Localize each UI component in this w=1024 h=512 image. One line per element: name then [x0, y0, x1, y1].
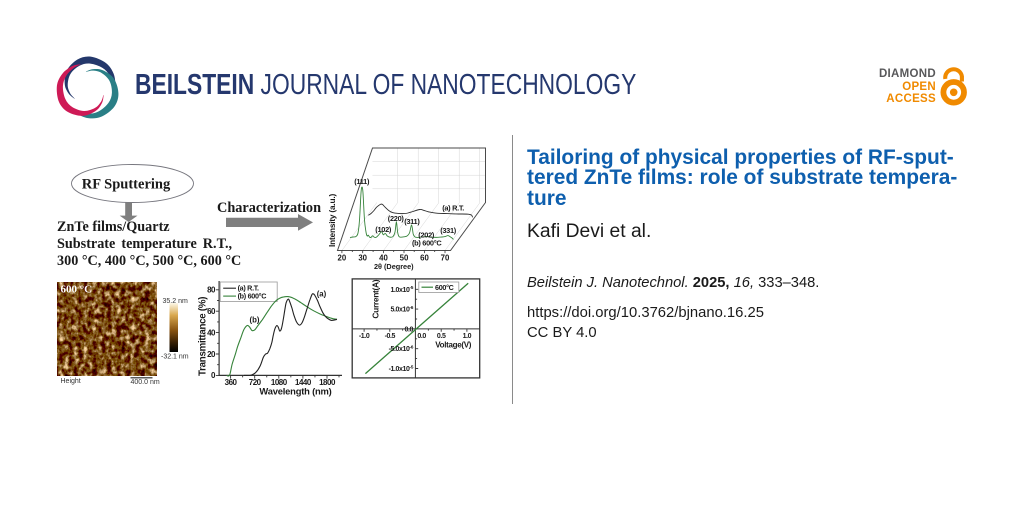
svg-text:Transmittance (%): Transmittance (%) [198, 297, 209, 376]
svg-text:360: 360 [225, 378, 238, 387]
svg-text:RF Sputtering: RF Sputtering [82, 177, 171, 193]
svg-text:(220): (220) [388, 214, 405, 223]
svg-text:1.0x10-5: 1.0x10-5 [391, 285, 414, 294]
svg-text:-32.1 nm: -32.1 nm [161, 354, 189, 361]
svg-text:50: 50 [400, 253, 409, 262]
svg-text:30: 30 [358, 253, 367, 262]
svg-text:(311): (311) [404, 217, 420, 226]
svg-text:Wavelength (nm): Wavelength (nm) [259, 386, 331, 397]
svg-text:60: 60 [207, 307, 216, 316]
svg-text:(b) 600°C: (b) 600°C [412, 238, 442, 247]
svg-text:0.5: 0.5 [437, 333, 446, 340]
svg-text:(a): (a) [317, 289, 327, 298]
svg-text:0: 0 [211, 371, 216, 380]
svg-text:35.2 nm: 35.2 nm [163, 298, 188, 305]
svg-text:0.0: 0.0 [404, 326, 413, 333]
svg-text:0.0: 0.0 [417, 333, 426, 340]
svg-text:20: 20 [207, 350, 216, 359]
svg-text:70: 70 [441, 253, 450, 262]
svg-text:20: 20 [338, 253, 347, 262]
svg-text:(a) R.T.: (a) R.T. [238, 284, 259, 293]
svg-text:40: 40 [207, 328, 216, 337]
svg-text:-1.0x10-5: -1.0x10-5 [389, 364, 414, 373]
svg-text:2θ (Degree): 2θ (Degree) [374, 262, 414, 271]
svg-text:(b) 600°C: (b) 600°C [238, 292, 267, 301]
svg-text:1.0: 1.0 [463, 333, 472, 340]
svg-text:1440: 1440 [295, 378, 312, 387]
svg-text:(331): (331) [440, 226, 457, 235]
svg-text:Voltage(V): Voltage(V) [435, 340, 472, 349]
svg-text:60: 60 [420, 253, 429, 262]
svg-text:720: 720 [249, 378, 262, 387]
svg-text:-5.0x10-6: -5.0x10-6 [389, 345, 414, 354]
svg-text:600°C: 600°C [435, 283, 454, 292]
svg-text:Intensity (a.u.): Intensity (a.u.) [328, 194, 337, 247]
svg-text:600 °C: 600 °C [61, 284, 93, 296]
svg-text:Current(A): Current(A) [371, 279, 381, 318]
svg-text:(a) R.T.: (a) R.T. [442, 204, 464, 213]
svg-text:(111): (111) [354, 177, 370, 186]
svg-text:(202): (202) [418, 230, 435, 239]
svg-text:80: 80 [207, 286, 216, 295]
svg-text:1800: 1800 [319, 378, 336, 387]
svg-text:5.0x10-6: 5.0x10-6 [391, 305, 414, 314]
svg-text:(102): (102) [375, 225, 392, 234]
svg-text:40: 40 [379, 253, 388, 262]
svg-text:400.0 nm: 400.0 nm [131, 379, 160, 386]
svg-text:(b): (b) [250, 316, 260, 325]
svg-text:-1.0: -1.0 [359, 333, 370, 340]
svg-text:Height: Height [61, 378, 81, 385]
svg-text:1080: 1080 [271, 378, 288, 387]
svg-text:-0.5: -0.5 [385, 333, 396, 340]
